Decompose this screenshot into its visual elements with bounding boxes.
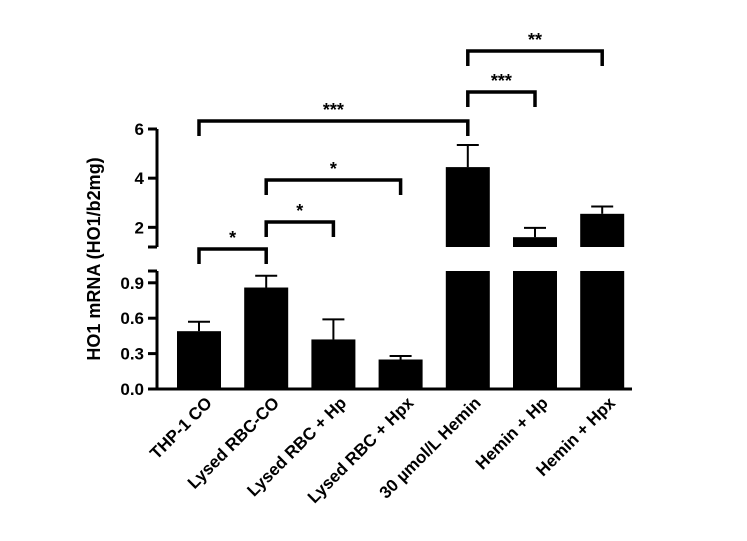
- significance-bracket: [264, 220, 336, 237]
- bar: [580, 271, 625, 389]
- significance-label: *: [296, 201, 303, 221]
- y-tick-label: 4: [135, 169, 145, 188]
- bar: [445, 167, 490, 247]
- bar: [177, 331, 221, 389]
- y-tick-label: 2: [135, 218, 144, 237]
- significance-label: ***: [491, 71, 512, 91]
- y-tick-label: 6: [135, 120, 144, 139]
- significance-bracket: [197, 247, 268, 264]
- bar: [244, 287, 289, 389]
- y-tick-label: 0.9: [120, 274, 144, 293]
- y-axis-label: HO1 mRNA (HO1/b2mg): [84, 157, 104, 360]
- bars: [177, 143, 625, 389]
- x-tick-label: THP-1 CO: [146, 393, 216, 463]
- bar: [311, 339, 356, 389]
- significance-label: **: [528, 30, 542, 50]
- bar: [513, 271, 557, 389]
- bar: [445, 271, 490, 389]
- significance-label: ***: [323, 100, 344, 120]
- significance-bracket: [466, 90, 537, 107]
- significance-label: *: [229, 228, 236, 248]
- significance-bracket: [264, 178, 403, 195]
- y-tick-label: 0.3: [120, 345, 144, 364]
- y-tick-label: 0.0: [120, 380, 144, 399]
- significance-label: *: [330, 159, 337, 179]
- significance-brackets: ***********: [197, 30, 604, 264]
- bar: [580, 213, 625, 247]
- bar: [378, 359, 423, 389]
- significance-bracket: [197, 119, 470, 136]
- y-tick-label: 0.6: [120, 309, 144, 328]
- significance-bracket: [466, 49, 604, 66]
- bar: [513, 237, 557, 247]
